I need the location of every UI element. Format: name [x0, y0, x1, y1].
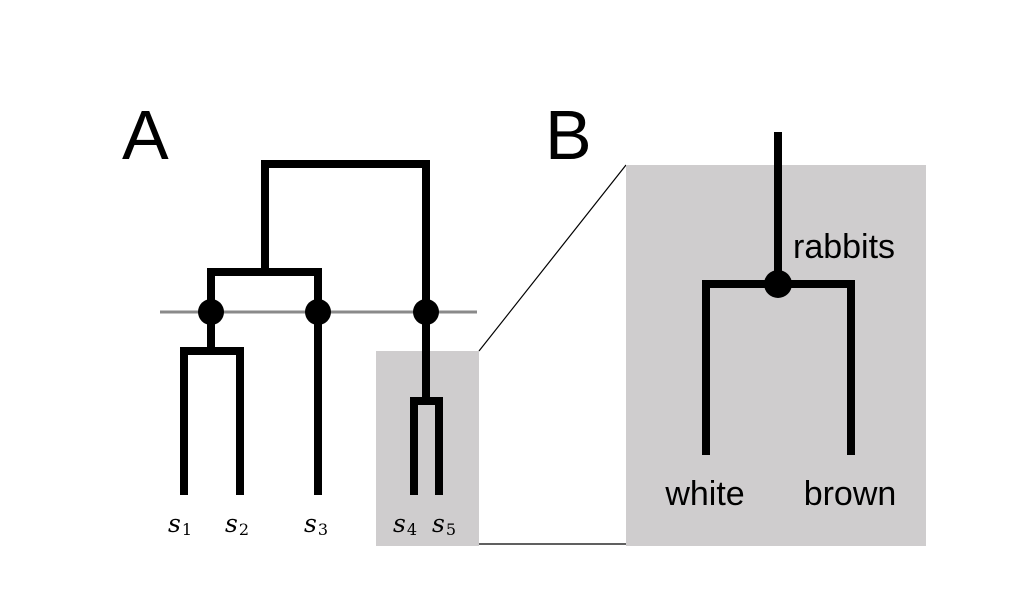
- white-label: white: [664, 475, 744, 513]
- panel-a-label: A: [122, 96, 169, 174]
- leaf-label-s1: s1: [168, 509, 192, 539]
- dendrogram-a: [180, 160, 443, 495]
- leaf-label-s3: s3: [304, 509, 328, 539]
- dendrogram-b: [702, 132, 855, 455]
- root-branch: [261, 160, 430, 312]
- left-subtree-branch: [207, 268, 322, 312]
- brown-label: brown: [804, 475, 897, 513]
- cut-node-1: [198, 299, 224, 325]
- leaf-labels: s1 s2 s3 s4 s5: [168, 509, 456, 539]
- cut-node-3: [413, 299, 439, 325]
- panel-b-label: B: [545, 96, 592, 174]
- s4-s5-bracket: [410, 397, 443, 495]
- leaf-label-s5: s5: [432, 509, 456, 539]
- s1-s2-bracket: [180, 347, 244, 495]
- zoom-connector-top: [478, 164, 627, 352]
- rabbits-label: rabbits: [793, 228, 895, 266]
- rabbits-node: [764, 270, 792, 298]
- cut-node-2: [305, 299, 331, 325]
- leaf-label-s4: s4: [393, 509, 417, 539]
- leaf-label-s2: s2: [225, 509, 249, 539]
